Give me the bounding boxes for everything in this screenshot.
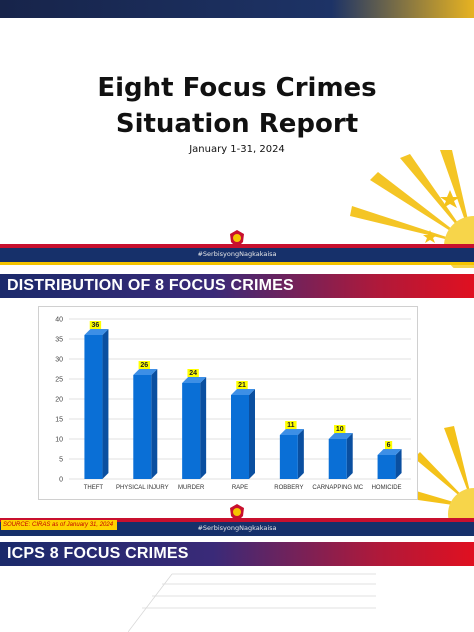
- title-line-1: Eight Focus Crimes: [97, 73, 377, 103]
- y-tick-label: 40: [55, 317, 63, 324]
- distribution-slide: DISTRIBUTION OF 8 FOCUS CRIMES 0 5 10 15 20 2…: [0, 268, 474, 536]
- bar-chart: 0 5 10 15 20 25 30 35 40 36 THEFT 26 PHYSICAL INJURY…: [55, 317, 411, 491]
- bar-front: [231, 395, 249, 479]
- data-label-bg: [384, 441, 393, 449]
- bar-robbery: [279, 429, 304, 479]
- data-label: 6: [387, 442, 391, 449]
- bar-front: [279, 435, 298, 479]
- y-tick-label: 30: [55, 357, 63, 364]
- x-category-label: PHYSICAL INJURY: [116, 485, 169, 491]
- y-tick-label: 25: [55, 377, 63, 384]
- y-tick-label: 10: [55, 437, 63, 444]
- data-label-bg: [187, 369, 199, 377]
- data-source-note: SOURCE: CIRAS as of January 31, 2024: [1, 520, 117, 530]
- sun-rays-graphic: [404, 426, 474, 536]
- bar-top: [133, 369, 158, 375]
- x-category-label: CARNAPPING MC: [312, 485, 363, 491]
- bar-top: [84, 329, 109, 335]
- bar-side: [297, 429, 304, 479]
- section-title: ICPS 8 FOCUS CRIMES: [7, 545, 189, 562]
- data-label: 21: [238, 382, 246, 389]
- data-label: 10: [336, 426, 344, 433]
- hashtag-text: #SerbisyongNagkakaisa: [197, 524, 277, 532]
- bar-side: [200, 377, 207, 479]
- y-tick-label: 0: [59, 477, 63, 484]
- bar-chart-frame: 0 5 10 15 20 25 30 35 40 36 THEFT 26 PHYSICAL INJURY…: [38, 306, 418, 500]
- title-line-2: Situation Report: [115, 109, 359, 139]
- data-label: 26: [140, 362, 148, 369]
- bar-top: [279, 429, 304, 435]
- data-label-bg: [89, 321, 102, 329]
- pnp-badge-icon: [230, 504, 244, 522]
- bar-front: [328, 439, 347, 479]
- bar-top: [377, 449, 402, 455]
- bar-theft: [84, 329, 109, 479]
- data-label-bg: [138, 361, 150, 369]
- bar-side: [151, 369, 158, 479]
- data-label: 24: [189, 370, 197, 377]
- y-tick-label: 15: [55, 417, 63, 424]
- data-label: 11: [287, 422, 295, 429]
- top-color-strip: [0, 0, 474, 18]
- x-category-label: ROBBERY: [274, 485, 303, 491]
- pnp-badge-icon: [230, 230, 244, 248]
- section-title-bar: ICPS 8 FOCUS CRIMES: [0, 542, 474, 566]
- x-category-label: MURDER: [178, 485, 205, 491]
- y-tick-label: 35: [55, 337, 63, 344]
- bar-top: [182, 377, 207, 383]
- bar-rape: [231, 389, 255, 479]
- section-title: DISTRIBUTION OF 8 FOCUS CRIMES: [7, 277, 294, 294]
- bar-side: [395, 449, 402, 479]
- bar-top: [328, 433, 353, 439]
- bar-side: [102, 329, 109, 479]
- bar-murder: [182, 377, 207, 479]
- x-category-label: RAPE: [232, 485, 248, 491]
- section-title-bar: DISTRIBUTION OF 8 FOCUS CRIMES: [0, 274, 474, 298]
- icps-slide: ICPS 8 FOCUS CRIMES 5: [0, 536, 474, 632]
- slide-title: Eight Focus Crimes Situation Report: [0, 70, 474, 142]
- bar-side: [249, 389, 255, 479]
- data-label-bg: [334, 425, 346, 433]
- bar-front: [84, 335, 103, 479]
- data-label: 36: [92, 322, 100, 329]
- bar-side: [346, 433, 353, 479]
- data-label-bg: [285, 421, 297, 429]
- bar-homicide: [377, 449, 402, 479]
- report-date: January 1-31, 2024: [189, 144, 285, 155]
- x-category-label: THEFT: [84, 485, 104, 491]
- y-tick-label: 5: [59, 457, 63, 464]
- y-tick-label: 20: [55, 397, 63, 404]
- title-slide: Eight Focus Crimes Situation Report Janu…: [0, 0, 474, 268]
- bar-front: [182, 383, 201, 479]
- bar-physical-injury: [133, 369, 158, 479]
- data-label-bg: [236, 381, 248, 389]
- bar-front: [377, 455, 396, 479]
- icps-chart-partial: 5: [128, 573, 376, 632]
- bar-front: [133, 375, 152, 479]
- x-category-label: HOMICIDE: [372, 485, 402, 491]
- bar-top: [231, 389, 255, 395]
- hashtag-text: #SerbisyongNagkakaisa: [197, 250, 277, 258]
- bar-carnapping-mc: [328, 433, 353, 479]
